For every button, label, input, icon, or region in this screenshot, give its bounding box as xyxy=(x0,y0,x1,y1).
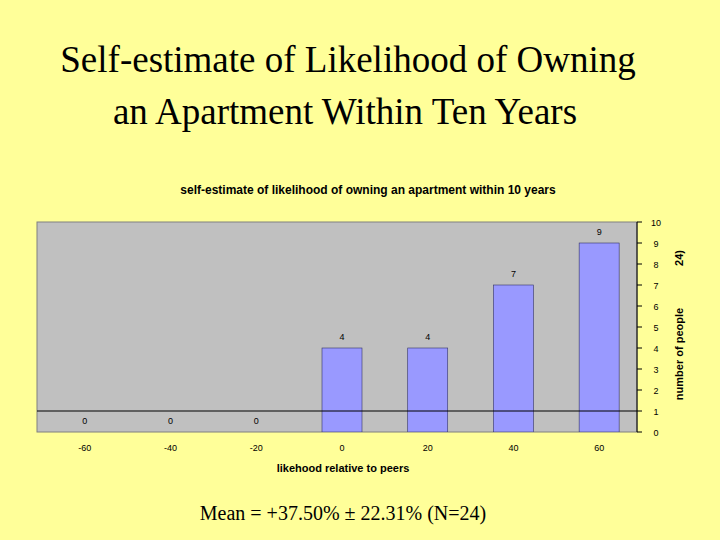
y-tick xyxy=(637,327,642,328)
data-label: 7 xyxy=(511,269,516,279)
data-label: 9 xyxy=(597,227,602,237)
x-axis-label: likehood relative to peers xyxy=(277,462,410,474)
footer: Mean = +37.50% ± 22.31% (N=24) xyxy=(200,502,486,525)
y-tick-label: 8 xyxy=(653,260,658,270)
plot-area xyxy=(37,222,637,432)
y-tick xyxy=(637,432,642,433)
y-tick-label: 10 xyxy=(651,218,661,228)
x-tick-label: 60 xyxy=(594,443,604,453)
y-axis-label: number of people xyxy=(673,308,685,400)
y-tick-label: 9 xyxy=(653,239,658,249)
y-tick-label: 3 xyxy=(653,365,658,375)
y-tick-label: 4 xyxy=(653,344,658,354)
y-tick xyxy=(637,222,642,223)
bar xyxy=(236,432,276,433)
x-tick-label: 20 xyxy=(423,443,433,453)
y-tick-label: 5 xyxy=(653,323,658,333)
data-label: 4 xyxy=(339,332,344,342)
bar xyxy=(493,285,533,432)
y-tick-label: 0 xyxy=(653,428,658,438)
y-tick xyxy=(637,306,642,307)
bar xyxy=(151,432,191,433)
y-tick xyxy=(637,411,642,412)
y-tick xyxy=(637,243,642,244)
bar xyxy=(408,348,448,432)
slide: Self-estimate of Likelihood of Owning an … xyxy=(0,0,720,540)
y-tick-label: 6 xyxy=(653,302,658,312)
data-label: 0 xyxy=(82,416,87,426)
data-label: 4 xyxy=(425,332,430,342)
data-label: 0 xyxy=(168,416,173,426)
bar xyxy=(579,243,619,432)
slide-title: an Apartment Within Ten Years xyxy=(113,91,577,132)
x-tick-label: -40 xyxy=(164,443,177,453)
y-tick xyxy=(637,348,642,349)
y-axis-label-tail: 24) xyxy=(673,250,685,266)
y-tick-label: 2 xyxy=(653,386,658,396)
x-tick-label: -60 xyxy=(78,443,91,453)
reference-line xyxy=(37,411,637,412)
data-label: 0 xyxy=(254,416,259,426)
chart-title: self-estimate of likelihood of owning an… xyxy=(180,183,556,197)
y-tick xyxy=(637,390,642,391)
y-tick xyxy=(637,264,642,265)
marks xyxy=(37,243,637,432)
x-tick-label: 40 xyxy=(508,443,518,453)
x-tick-label: -20 xyxy=(250,443,263,453)
bar xyxy=(65,432,105,433)
y-tick-label: 7 xyxy=(653,281,658,291)
background xyxy=(0,0,720,540)
y-tick xyxy=(637,285,642,286)
slide-title: Self-estimate of Likelihood of Owning xyxy=(60,39,635,80)
y-tick xyxy=(637,369,642,370)
bar xyxy=(322,348,362,432)
y-tick-label: 1 xyxy=(653,407,658,417)
x-tick-label: 0 xyxy=(339,443,344,453)
